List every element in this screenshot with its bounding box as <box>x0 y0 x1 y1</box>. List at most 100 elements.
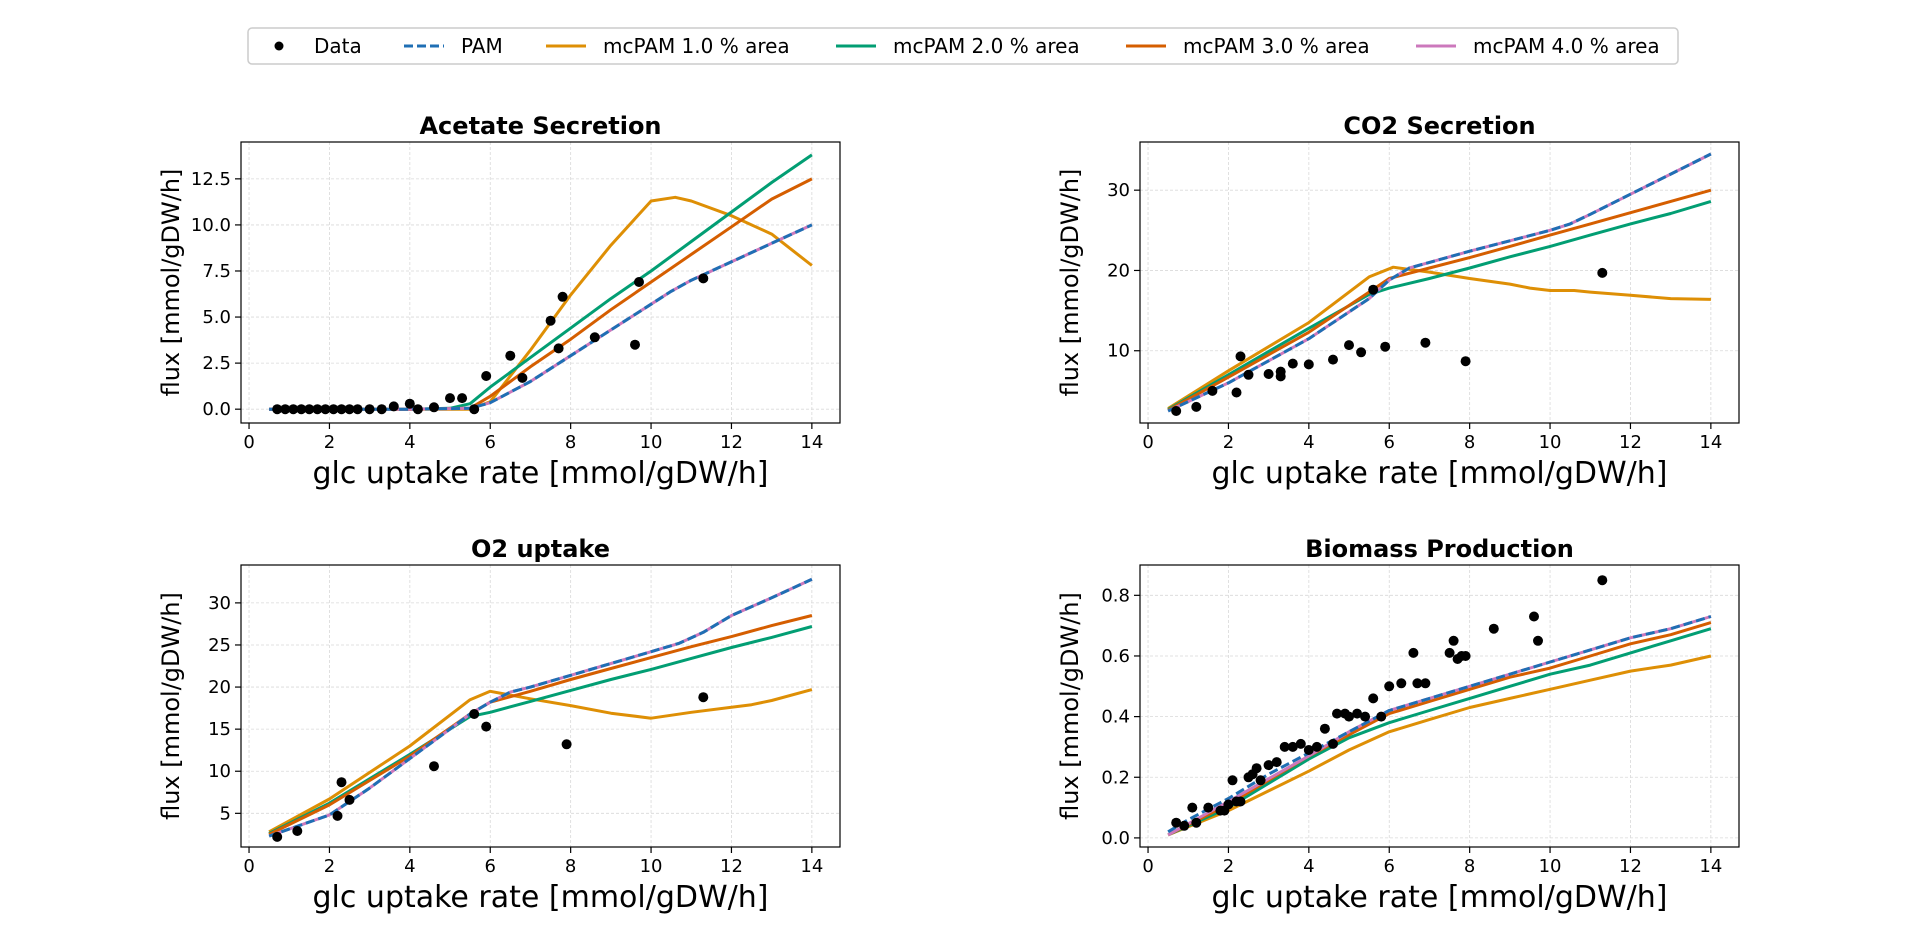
series-line-pam <box>269 223 813 411</box>
data-point <box>481 371 492 381</box>
y-tick-label: 0.8 <box>1101 585 1130 606</box>
x-tick-label: 0 <box>243 432 254 453</box>
y-tick-label: 10 <box>1107 341 1130 362</box>
plot-area <box>1167 575 1712 837</box>
x-tick-label: 0 <box>243 856 254 877</box>
chart-title: Biomass Production <box>1305 535 1574 563</box>
x-tick-label: 4 <box>404 432 415 453</box>
y-tick-label: 2.5 <box>202 353 231 374</box>
data-point <box>1460 651 1471 661</box>
data-point <box>698 692 709 703</box>
y-tick-label: 15 <box>208 719 231 740</box>
data-point <box>469 709 480 719</box>
series-line-mcpam-4-0-area <box>269 223 813 411</box>
x-tick-label: 4 <box>404 856 415 877</box>
y-axis-label: flux [mmol/gDW/h] <box>157 592 185 820</box>
data-point <box>1533 635 1543 646</box>
legend-label-mcpam-3: mcPAM 3.0 % area <box>1183 34 1370 58</box>
x-tick-label: 14 <box>800 432 823 453</box>
axes-frame <box>1139 141 1740 424</box>
data-point <box>1380 341 1391 352</box>
y-axis-label: flux [mmol/gDW/h] <box>1056 169 1084 397</box>
data-point <box>1328 738 1338 749</box>
data-point <box>589 332 600 343</box>
data-point <box>1171 817 1182 828</box>
y-tick-label: 7.5 <box>202 261 231 282</box>
legend-label-pam: PAM <box>461 34 503 58</box>
data-point <box>1344 340 1354 351</box>
data-point <box>320 404 331 415</box>
x-tick-label: 4 <box>1303 432 1314 453</box>
plot-area <box>269 153 813 415</box>
y-tick-label: 12.5 <box>191 169 231 190</box>
y-tick-label: 0.4 <box>1101 707 1130 728</box>
y-tick-label: 0.6 <box>1101 646 1130 667</box>
legend: Data PAM mcPAM 1.0 % area mcPAM 2.0 % ar… <box>247 27 1679 65</box>
y-tick-label: 10.0 <box>191 215 231 236</box>
data-point <box>469 404 480 415</box>
chart-acetate-secretion: 0 2 4 6 8 10 12 14 0.0 2.5 5.0 7.5 10.0 12.5 Acetate S… <box>157 112 841 491</box>
data-point <box>272 831 283 842</box>
x-axis-label: glc uptake rate [mmol/gDW/h] <box>1212 880 1668 915</box>
data-point <box>272 404 283 415</box>
x-tick-label: 2 <box>1223 432 1234 453</box>
x-tick-label: 8 <box>1464 856 1475 877</box>
data-point <box>344 794 355 805</box>
y-tick-label: 0.2 <box>1101 767 1130 788</box>
data-point <box>288 404 299 415</box>
data-point <box>457 393 468 404</box>
data-point <box>561 739 572 750</box>
legend-label-mcpam-4: mcPAM 4.0 % area <box>1473 34 1660 58</box>
chart-title: Acetate Secretion <box>419 112 661 140</box>
x-tick-label: 14 <box>1699 856 1722 877</box>
data-point <box>429 761 439 772</box>
data-point <box>1191 401 1202 412</box>
legend-label-mcpam-2: mcPAM 2.0 % area <box>893 34 1080 58</box>
series-line-pam <box>268 577 813 838</box>
data-point <box>404 398 415 409</box>
x-tick-label: 6 <box>1384 432 1395 453</box>
data-point <box>1460 356 1471 367</box>
x-tick-label: 2 <box>324 432 335 453</box>
data-point <box>1207 385 1218 396</box>
x-tick-label: 6 <box>485 856 496 877</box>
chart-co2-secretion: 0 2 4 6 8 10 12 14 10 20 30 CO2 Secretion glc uptake… <box>1056 112 1740 491</box>
data-point <box>1271 757 1282 768</box>
data-point <box>1328 354 1338 365</box>
y-axis-label: flux [mmol/gDW/h] <box>1056 592 1084 820</box>
data-point <box>545 315 556 326</box>
data-point <box>376 404 387 415</box>
plot-area <box>1167 152 1712 416</box>
x-tick-label: 12 <box>1619 432 1642 453</box>
data-point <box>1223 799 1234 810</box>
x-tick-label: 8 <box>565 432 576 453</box>
y-tick-label: 20 <box>1107 260 1130 281</box>
series-line-mcpam-3-0-area <box>268 614 813 836</box>
data-point <box>1368 284 1379 295</box>
data-point <box>517 372 528 383</box>
data-point <box>328 404 339 415</box>
data-point <box>304 404 315 415</box>
x-axis-label: glc uptake rate [mmol/gDW/h] <box>313 456 769 491</box>
x-tick-label: 12 <box>720 432 743 453</box>
y-tick-label: 5 <box>220 803 231 824</box>
data-point <box>412 404 423 415</box>
series-line-mcpam-2-0-area <box>269 153 813 411</box>
data-point <box>1295 738 1306 749</box>
x-tick-label: 0 <box>1142 432 1153 453</box>
x-tick-label: 10 <box>1539 856 1562 877</box>
data-point <box>1255 775 1266 786</box>
data-point <box>1171 406 1182 416</box>
data-point <box>1243 369 1254 380</box>
y-axis-label: flux [mmol/gDW/h] <box>157 169 185 397</box>
data-point <box>481 721 492 732</box>
data-point <box>296 404 307 415</box>
data-point <box>1360 711 1371 722</box>
data-point <box>1263 369 1274 379</box>
data-point <box>1179 820 1190 831</box>
x-tick-label: 10 <box>640 856 663 877</box>
data-point <box>280 404 291 415</box>
data-point <box>1263 760 1274 771</box>
data-point <box>1597 267 1608 278</box>
